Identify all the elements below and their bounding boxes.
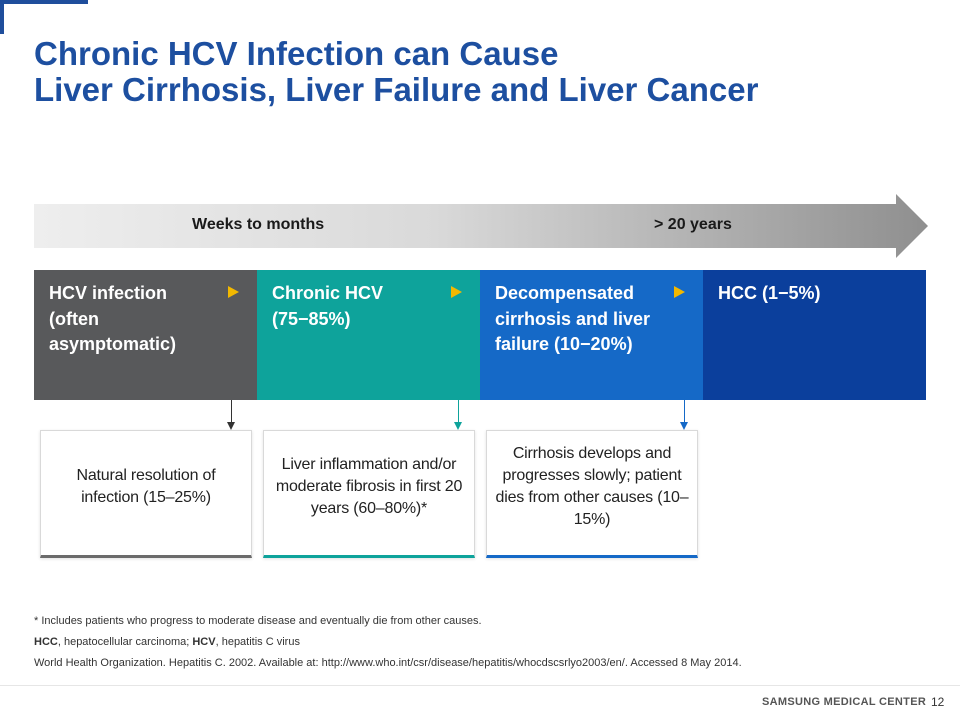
stage-chronic-hcv-label: Chronic HCV (75−85%) [272,283,384,329]
corner-accent-vertical [0,0,4,34]
outcome-box-cirrhosis: Cirrhosis develops and progresses slowly… [486,430,698,558]
abbr-hcc-definition: , hepatocellular carcinoma; [57,636,193,648]
title-line-2: Liver Cirrhosis, Liver Failure and Liver… [34,71,759,108]
play-triangle-icon [674,286,685,298]
brand-logo-text: SAMSUNG MEDICAL CENTER [762,696,927,708]
stage-decompensated-cirrhosis: Decompensated cirrhosis and liver failur… [480,270,703,400]
footer-divider [0,685,960,686]
abbr-hcc-term: HCC [34,636,58,648]
slide-title: Chronic HCV Infection can Cause Liver Ci… [34,36,934,108]
connector-arrow-2 [454,400,462,430]
outcome-text: Natural resolution of infection (15–25%) [76,467,216,506]
footnote-abbreviations: HCC, hepatocellular carcinoma; HCV, hepa… [34,632,742,653]
connector-line [684,400,685,424]
arrow-down-icon [680,422,688,430]
outcome-box-resolution: Natural resolution of infection (15–25%) [40,430,252,558]
stage-hcc-label: HCC (1−5%) [718,283,821,303]
arrow-down-icon [454,422,462,430]
connector-line [458,400,459,424]
connector-line [231,400,232,424]
abbr-hcv-definition: , hepatitis C virus [215,636,300,648]
abbr-hcv-term: HCV [192,636,216,648]
timeline-arrow: Weeks to months > 20 years [34,194,928,258]
play-triangle-icon [228,286,239,298]
timeline-label-right: > 20 years [654,216,732,233]
stage-hcc: HCC (1−5%) [703,270,926,400]
timeline-arrow-shape [34,194,928,258]
title-line-1: Chronic HCV Infection can Cause [34,35,559,72]
footnote-reference: World Health Organization. Hepatitis C. … [34,657,742,669]
arrow-down-icon [227,422,235,430]
stage-hcv-infection-label: HCV infection (often asymptomatic) [49,283,177,354]
footnote-asterisk: * Includes patients who progress to mode… [34,615,482,627]
page-number: 12 [931,695,945,709]
corner-accent-horizontal [0,0,88,4]
play-triangle-icon [451,286,462,298]
corner-accent [0,0,88,34]
stage-chronic-hcv: Chronic HCV (75−85%) [257,270,480,400]
timeline-label-left: Weeks to months [192,216,325,233]
outcome-text: Liver inflammation and/or moderate fibro… [275,456,463,517]
stage-decompensated-cirrhosis-label: Decompensated cirrhosis and liver failur… [495,283,651,354]
outcome-text: Cirrhosis develops and progresses slowly… [495,445,689,528]
connector-arrow-1 [227,400,235,430]
footnotes: * Includes patients who progress to mode… [34,611,742,674]
connector-arrow-3 [680,400,688,430]
stage-hcv-infection: HCV infection (often asymptomatic) [34,270,257,400]
outcome-box-inflammation: Liver inflammation and/or moderate fibro… [263,430,475,558]
